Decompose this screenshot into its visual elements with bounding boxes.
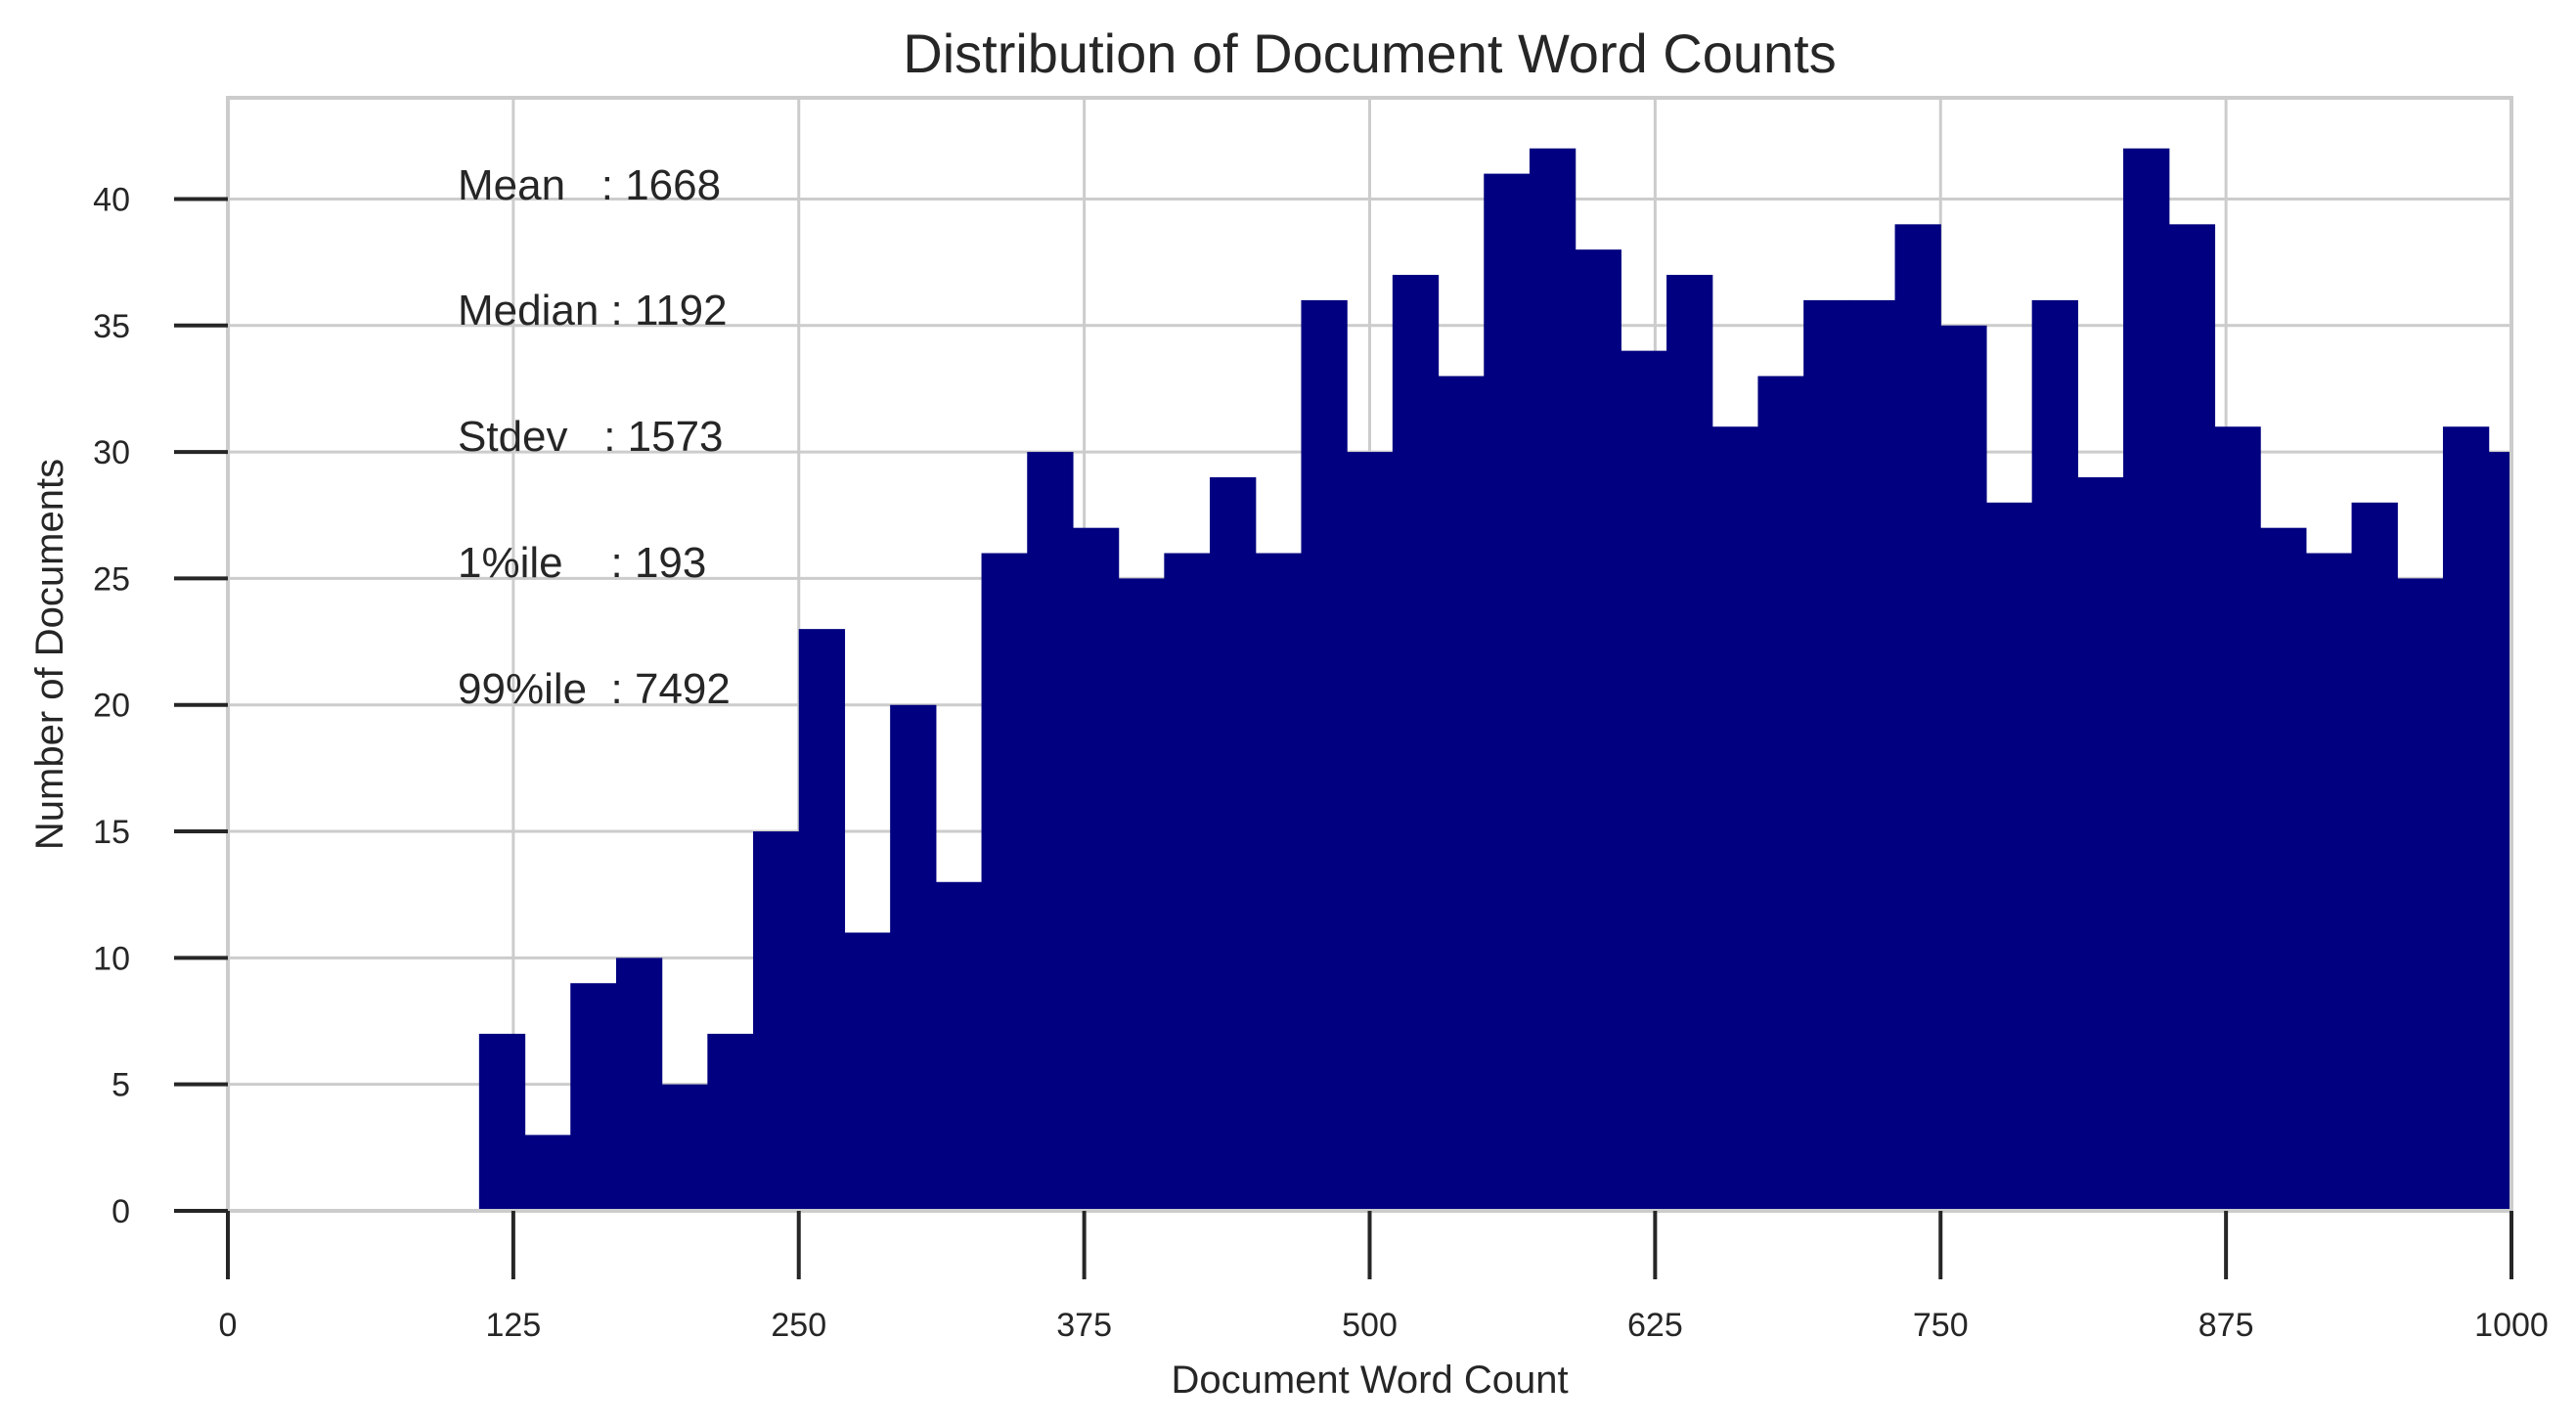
summary-statistics: Mean : 1668 Median : 1192 Stdev : 1573 1%il…	[458, 161, 731, 713]
histogram-bar	[798, 629, 846, 1211]
x-tick-label: 625	[1627, 1307, 1683, 1344]
stat-line: Mean : 1668	[458, 161, 721, 209]
histogram-bar	[1072, 527, 1120, 1211]
histogram-bar	[1621, 350, 1667, 1211]
histogram-bar	[1484, 173, 1531, 1211]
axis-ticks: 0 125 250 375 500 625 750 875 1000 0 5 10 15 20 25 30 35…	[93, 181, 2549, 1344]
histogram-bar	[615, 958, 663, 1211]
histogram-bar	[2397, 578, 2444, 1211]
histogram-bar	[844, 932, 891, 1211]
histogram-bar	[524, 1135, 571, 1211]
y-tick-label: 40	[93, 181, 130, 218]
histogram-bar	[1255, 553, 1303, 1211]
histogram-bar	[1392, 275, 1440, 1212]
histogram-bar	[1940, 325, 1987, 1212]
histogram-bar	[2077, 476, 2124, 1211]
stat-line: 99%ile : 7492	[458, 665, 731, 713]
histogram-bars	[478, 148, 2512, 1212]
x-tick-label: 500	[1342, 1307, 1398, 1344]
y-tick-label: 0	[111, 1193, 130, 1230]
histogram-bar	[1666, 275, 1713, 1212]
histogram-bar	[1985, 502, 2033, 1211]
y-tick-label: 20	[93, 688, 130, 725]
histogram-bar	[935, 881, 983, 1211]
stat-line: Median : 1192	[458, 287, 728, 334]
histogram-bar	[2305, 553, 2353, 1211]
histogram-bar	[1894, 224, 1941, 1211]
histogram-bar	[1711, 426, 1759, 1211]
x-tick-label: 375	[1056, 1307, 1112, 1344]
y-tick-label: 5	[111, 1067, 130, 1104]
histogram-bar	[478, 1033, 526, 1211]
histogram-bar	[890, 704, 937, 1211]
histogram-bar	[1027, 452, 1074, 1211]
histogram-bar	[570, 983, 617, 1211]
histogram-bar	[1118, 578, 1165, 1211]
histogram-bar	[2260, 527, 2307, 1211]
histogram-bar	[753, 831, 800, 1211]
y-tick-label: 25	[93, 560, 130, 598]
histogram-bar	[2123, 148, 2170, 1211]
stat-line: Stdev : 1573	[458, 413, 724, 461]
x-tick-label: 0	[219, 1307, 238, 1344]
histogram-bar	[1529, 148, 1577, 1211]
histogram-bar	[1848, 299, 1896, 1212]
histogram-bar	[661, 1084, 708, 1211]
histogram-bar	[2168, 224, 2216, 1211]
x-tick-label: 1000	[2474, 1307, 2549, 1344]
histogram-bar	[707, 1033, 754, 1211]
x-tick-label: 250	[771, 1307, 826, 1344]
histogram-bar	[1575, 249, 1621, 1211]
histogram-bar	[1757, 376, 1804, 1211]
x-tick-label: 875	[2198, 1307, 2254, 1344]
y-tick-label: 35	[93, 308, 130, 345]
histogram-bar	[2488, 452, 2512, 1211]
histogram-bar	[1301, 299, 1348, 1212]
histogram-bar	[1164, 553, 1211, 1211]
histogram-bar	[1803, 299, 1850, 1212]
y-axis-label: Number of Documents	[28, 459, 71, 850]
histogram-bar	[2442, 426, 2490, 1211]
histogram-bar	[2031, 299, 2078, 1212]
x-tick-label: 125	[486, 1307, 542, 1344]
histogram-bar	[1210, 476, 1257, 1211]
histogram-bar	[2214, 426, 2261, 1211]
x-tick-label: 750	[1913, 1307, 1969, 1344]
histogram-bar	[1438, 376, 1485, 1211]
y-tick-label: 15	[93, 814, 130, 851]
y-tick-label: 30	[93, 434, 130, 471]
histogram-bar	[2351, 502, 2398, 1211]
histogram-bar	[1347, 452, 1394, 1211]
x-axis-label: Document Word Count	[1171, 1359, 1568, 1402]
histogram-bar	[981, 553, 1028, 1211]
stat-line: 1%ile : 193	[458, 539, 706, 587]
y-tick-label: 10	[93, 940, 130, 977]
chart-title: Distribution of Document Word Counts	[903, 22, 1837, 84]
